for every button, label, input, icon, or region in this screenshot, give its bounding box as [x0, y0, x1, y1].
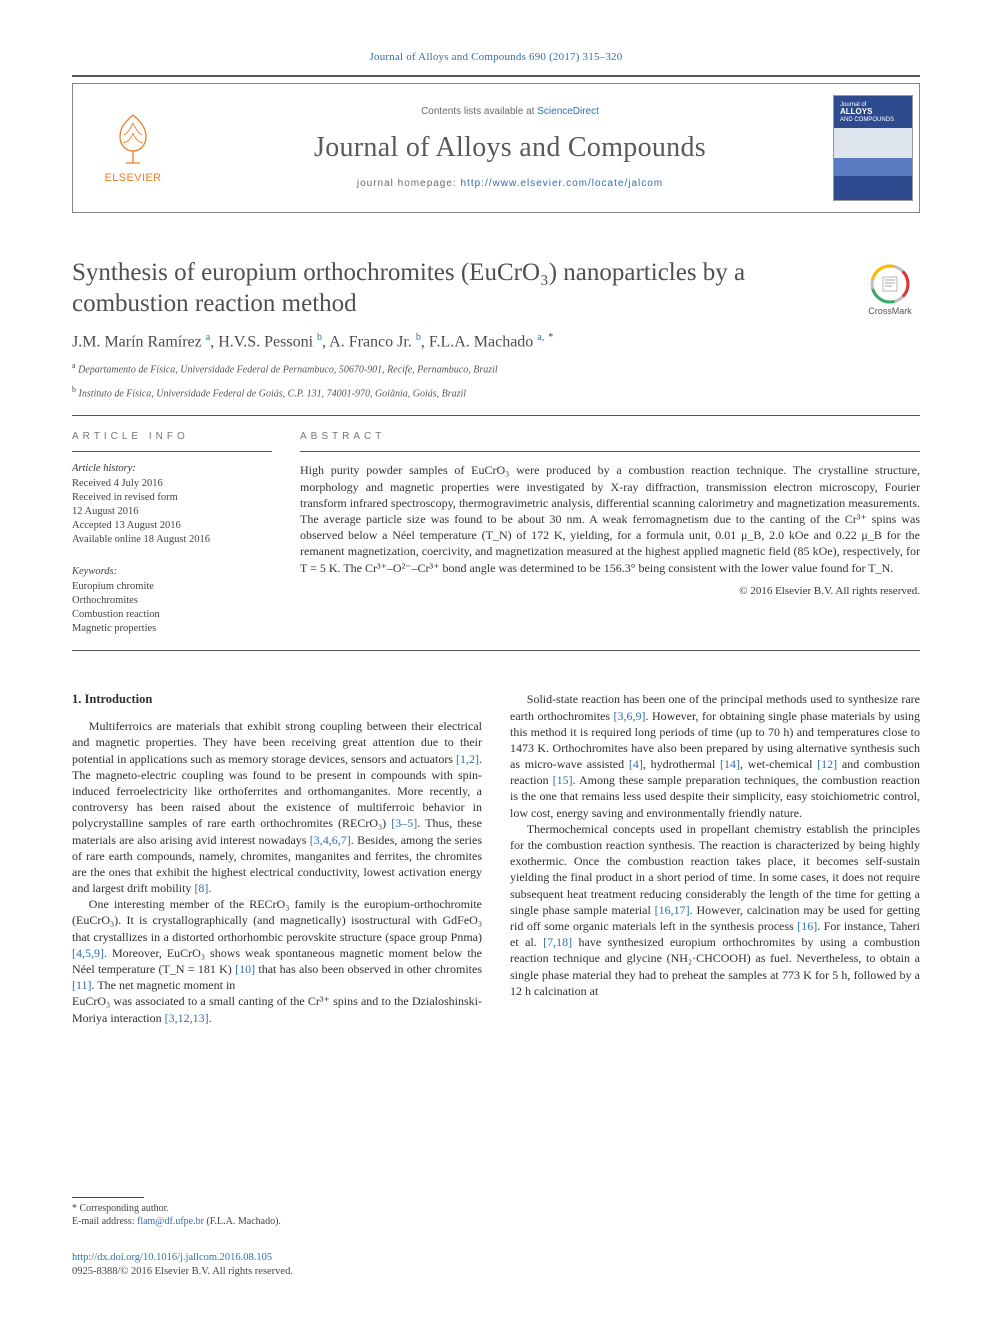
journal-cover-thumbnail: Journal of ALLOYS AND COMPOUNDS [834, 96, 912, 200]
para-3: EuCrO₃ was associated to a small canting… [72, 993, 482, 1025]
ref-link[interactable]: [7,18] [543, 935, 572, 949]
history-1: Received in revised form [72, 491, 272, 505]
section-1-head: 1. Introduction [72, 691, 482, 708]
keywords-head: Keywords: [72, 565, 272, 579]
masthead-center: Contents lists available at ScienceDirec… [193, 84, 827, 212]
sciencedirect-link[interactable]: ScienceDirect [537, 106, 599, 117]
kw-1: Orthochromites [72, 594, 272, 608]
kw-0: Europium chromite [72, 580, 272, 594]
ref-link[interactable]: [16] [797, 919, 817, 933]
rule-below-affil [72, 415, 920, 416]
running-head: Journal of Alloys and Compounds 690 (201… [72, 50, 920, 65]
footer-block: * Corresponding author. E-mail address: … [72, 1197, 920, 1279]
article-title: Synthesis of europium orthochromites (Eu… [72, 257, 846, 320]
ref-link[interactable]: [16,17] [655, 903, 690, 917]
article-history-head: Article history: [72, 462, 272, 476]
affiliation-b: b Instituto de Física, Universidade Fede… [72, 385, 846, 401]
ref-link[interactable]: [12] [817, 757, 837, 771]
para-5: Thermochemical concepts used in propella… [510, 821, 920, 999]
journal-homepage-link[interactable]: http://www.elsevier.com/locate/jalcom [461, 178, 664, 189]
doi-link[interactable]: http://dx.doi.org/10.1016/j.jallcom.2016… [72, 1252, 272, 1263]
article-info-column: ARTICLE INFO Article history: Received 4… [72, 430, 272, 636]
elsevier-tree-icon [106, 109, 160, 167]
crossmark-label: CrossMark [868, 305, 912, 317]
affil-a-text: Departamento de Física, Universidade Fed… [78, 365, 498, 376]
keywords-list: Europium chromite Orthochromites Combust… [72, 580, 272, 637]
ref-link[interactable]: [11] [72, 978, 92, 992]
abstract-text: High purity powder samples of EuCrO₃ wer… [300, 462, 920, 575]
cover-line3: AND COMPOUNDS [840, 117, 894, 123]
cover-band2 [834, 158, 912, 176]
email-prefix: E-mail address: [72, 1216, 137, 1227]
issn-line: 0925-8388/© 2016 Elsevier B.V. All right… [72, 1265, 920, 1279]
para-1: Multiferroics are materials that exhibit… [72, 718, 482, 896]
kw-2: Combustion reaction [72, 608, 272, 622]
crossmark-badge[interactable]: CrossMark [860, 263, 920, 317]
ref-link[interactable]: [4] [629, 757, 643, 771]
homepage-prefix: journal homepage: [357, 178, 461, 189]
rule-below-abstract [72, 650, 920, 651]
ref-link[interactable]: [15] [553, 773, 573, 787]
history-2: 12 August 2016 [72, 505, 272, 519]
ref-link[interactable]: [8] [194, 881, 208, 895]
kw-3: Magnetic properties [72, 622, 272, 636]
cover-line2: ALLOYS [840, 107, 872, 116]
email-link[interactable]: flam@df.ufpe.br [137, 1216, 204, 1227]
doi-block: http://dx.doi.org/10.1016/j.jallcom.2016… [72, 1251, 920, 1279]
journal-title: Journal of Alloys and Compounds [314, 129, 706, 167]
email-line: E-mail address: flam@df.ufpe.br (F.L.A. … [72, 1215, 920, 1229]
ref-link[interactable]: [10] [235, 962, 255, 976]
ref-link[interactable]: [3,4,6,7] [310, 833, 351, 847]
authors-line: J.M. Marín Ramírez a, H.V.S. Pessoni b, … [72, 331, 846, 353]
footnote-rule [72, 1197, 144, 1198]
ref-link[interactable]: [4,5,9] [72, 946, 104, 960]
masthead: ELSEVIER Contents lists available at Sci… [72, 83, 920, 213]
affil-b-text: Instituto de Física, Universidade Federa… [79, 388, 467, 399]
ref-link[interactable]: [3–5] [391, 816, 417, 830]
publisher-cell: ELSEVIER [73, 84, 193, 212]
history-3: Accepted 13 August 2016 [72, 519, 272, 533]
ref-link[interactable]: [3,12,13] [165, 1011, 209, 1025]
affiliation-a: a Departamento de Física, Universidade F… [72, 361, 846, 377]
corresponding-author-note: * Corresponding author. [72, 1202, 920, 1216]
crossmark-icon [869, 263, 911, 305]
article-info-head: ARTICLE INFO [72, 430, 272, 444]
ref-link[interactable]: [14] [720, 757, 740, 771]
body-columns: 1. Introduction Multiferroics are materi… [72, 691, 920, 1025]
journal-homepage-line: journal homepage: http://www.elsevier.co… [357, 177, 663, 191]
para-4: Solid-state reaction has been one of the… [510, 691, 920, 821]
history-4: Available online 18 August 2016 [72, 533, 272, 547]
cover-thumb-label: Journal of ALLOYS AND COMPOUNDS [840, 102, 906, 124]
history-0: Received 4 July 2016 [72, 477, 272, 491]
email-who: (F.L.A. Machado). [204, 1216, 281, 1227]
publisher-name: ELSEVIER [104, 171, 161, 186]
ref-link[interactable]: [3,6,9] [614, 709, 646, 723]
contents-lists-line: Contents lists available at ScienceDirec… [421, 105, 599, 119]
copyright-line: © 2016 Elsevier B.V. All rights reserved… [300, 584, 920, 599]
contents-prefix: Contents lists available at [421, 106, 537, 117]
abstract-column: ABSTRACT High purity powder samples of E… [300, 430, 920, 636]
top-rule [72, 75, 920, 77]
cover-cell: Journal of ALLOYS AND COMPOUNDS [827, 84, 919, 212]
abstract-head: ABSTRACT [300, 430, 920, 444]
ref-link[interactable]: [1,2] [456, 752, 479, 766]
para-2: One interesting member of the RECrO₃ fam… [72, 896, 482, 993]
